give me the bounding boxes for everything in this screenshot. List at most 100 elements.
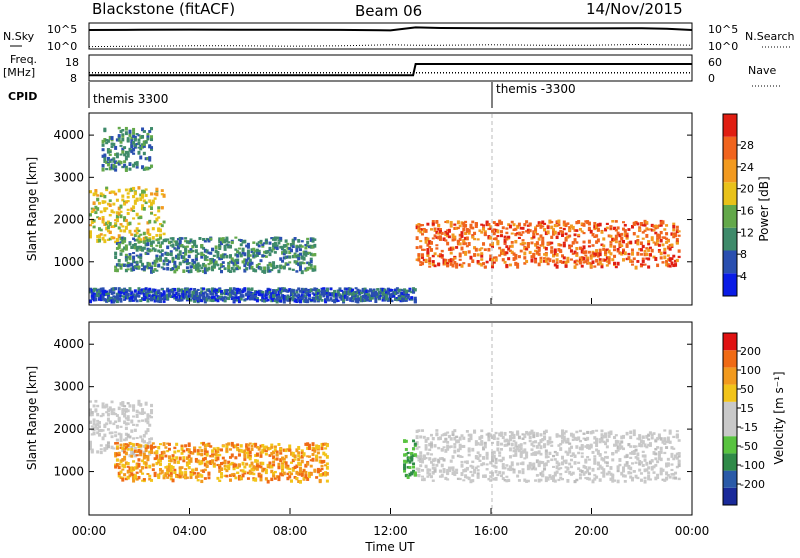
- heatmap-cell: [197, 449, 200, 452]
- heatmap-cell: [157, 209, 160, 212]
- colorbar-swatch: [723, 228, 737, 251]
- heatmap-cell: [473, 472, 476, 474]
- heatmap-cell: [125, 226, 128, 230]
- heatmap-cell: [299, 266, 302, 270]
- heatmap-cell: [412, 440, 415, 443]
- heatmap-cell: [403, 467, 406, 470]
- heatmap-cell: [514, 453, 517, 457]
- heatmap-cell: [493, 232, 496, 235]
- heatmap-cell: [132, 405, 135, 408]
- heatmap-cell: [274, 471, 277, 473]
- heatmap-cell: [586, 257, 589, 259]
- heatmap-cell: [667, 240, 670, 243]
- heatmap-cell: [127, 422, 130, 425]
- heatmap-cell: [128, 256, 131, 260]
- heatmap-cell: [308, 293, 311, 296]
- colorbar-swatch: [723, 488, 737, 505]
- heatmap-cell: [500, 230, 503, 233]
- heatmap-cell: [511, 431, 514, 434]
- heatmap-cell: [443, 458, 446, 461]
- heatmap-cell: [676, 238, 679, 241]
- heatmap-cell: [620, 237, 623, 239]
- heatmap-cell: [606, 461, 609, 464]
- heatmap-cell: [109, 231, 112, 234]
- heatmap-cell: [602, 458, 605, 462]
- heatmap-cell: [552, 455, 555, 457]
- heatmap-cell: [550, 458, 553, 461]
- heatmap-cell: [315, 455, 318, 459]
- heatmap-cell: [597, 228, 600, 232]
- heatmap-cell: [486, 452, 489, 456]
- heatmap-cell: [502, 463, 505, 467]
- heatmap-cell: [468, 454, 471, 457]
- heatmap-cell: [629, 457, 632, 459]
- heatmap-cell: [511, 461, 514, 465]
- heatmap-cell: [633, 470, 636, 472]
- heatmap-cell: [127, 419, 130, 421]
- heatmap-cell: [588, 478, 591, 481]
- heatmap-cell: [484, 232, 487, 236]
- heatmap-cell: [132, 132, 135, 135]
- colorbar-swatch: [723, 471, 737, 488]
- nsky-panel-frame: [89, 23, 692, 49]
- heatmap-cell: [477, 465, 480, 467]
- heatmap-cell: [629, 431, 632, 435]
- heatmap-cell: [622, 435, 625, 439]
- heatmap-cell: [660, 451, 663, 454]
- heatmap-cell: [116, 414, 119, 417]
- heatmap-cell: [642, 451, 645, 453]
- heatmap-cell: [181, 466, 184, 469]
- heatmap-cell: [428, 457, 431, 461]
- heatmap-cell: [313, 470, 316, 473]
- heatmap-cell: [588, 251, 591, 254]
- heatmap-cell: [191, 250, 194, 252]
- heatmap-cell: [568, 229, 571, 232]
- heatmap-cell: [640, 472, 643, 475]
- heatmap-cell: [190, 288, 193, 291]
- heatmap-cell: [507, 236, 510, 239]
- heatmap-cell: [627, 253, 630, 255]
- heatmap-cell: [520, 443, 523, 447]
- heatmap-cell: [374, 299, 377, 303]
- heatmap-cell: [495, 470, 498, 473]
- heatmap-cell: [640, 461, 643, 464]
- heatmap-cell: [274, 445, 277, 447]
- colorbar-swatch: [723, 453, 737, 470]
- heatmap-cell: [586, 456, 589, 458]
- heatmap-cell: [132, 416, 135, 418]
- heatmap-cell: [550, 441, 553, 443]
- heatmap-cell: [299, 467, 302, 470]
- heatmap-cell: [146, 455, 149, 459]
- heatmap-cell: [565, 471, 568, 473]
- heatmap-cell: [417, 468, 420, 471]
- heatmap-cell: [94, 400, 97, 403]
- heatmap-cell: [152, 240, 155, 243]
- heatmap-cell: [577, 234, 580, 236]
- heatmap-cell: [473, 253, 476, 257]
- heatmap-cell: [173, 288, 176, 291]
- heatmap-cell: [204, 469, 207, 471]
- heatmap-cell: [459, 225, 462, 227]
- heatmap-cell: [134, 429, 137, 432]
- heatmap-cell: [128, 222, 131, 226]
- heatmap-cell: [622, 258, 625, 261]
- heatmap-cell: [137, 295, 140, 298]
- heatmap-cell: [595, 259, 598, 263]
- heatmap-cell: [310, 465, 313, 468]
- heatmap-cell: [566, 479, 569, 483]
- heatmap-cell: [310, 264, 313, 267]
- heatmap-cell: [136, 166, 139, 168]
- heatmap-cell: [529, 222, 532, 224]
- heatmap-cell: [211, 248, 214, 251]
- heatmap-cell: [669, 265, 672, 267]
- heatmap-cell: [556, 265, 559, 269]
- heatmap-cell: [432, 220, 435, 223]
- heatmap-cell: [536, 243, 539, 245]
- heatmap-cell: [116, 445, 119, 447]
- heatmap-cell: [145, 461, 148, 464]
- heatmap-cell: [242, 295, 245, 297]
- heatmap-cell: [297, 239, 300, 243]
- heatmap-cell: [435, 244, 438, 246]
- heatmap-cell: [475, 248, 478, 252]
- heatmap-cell: [539, 479, 542, 482]
